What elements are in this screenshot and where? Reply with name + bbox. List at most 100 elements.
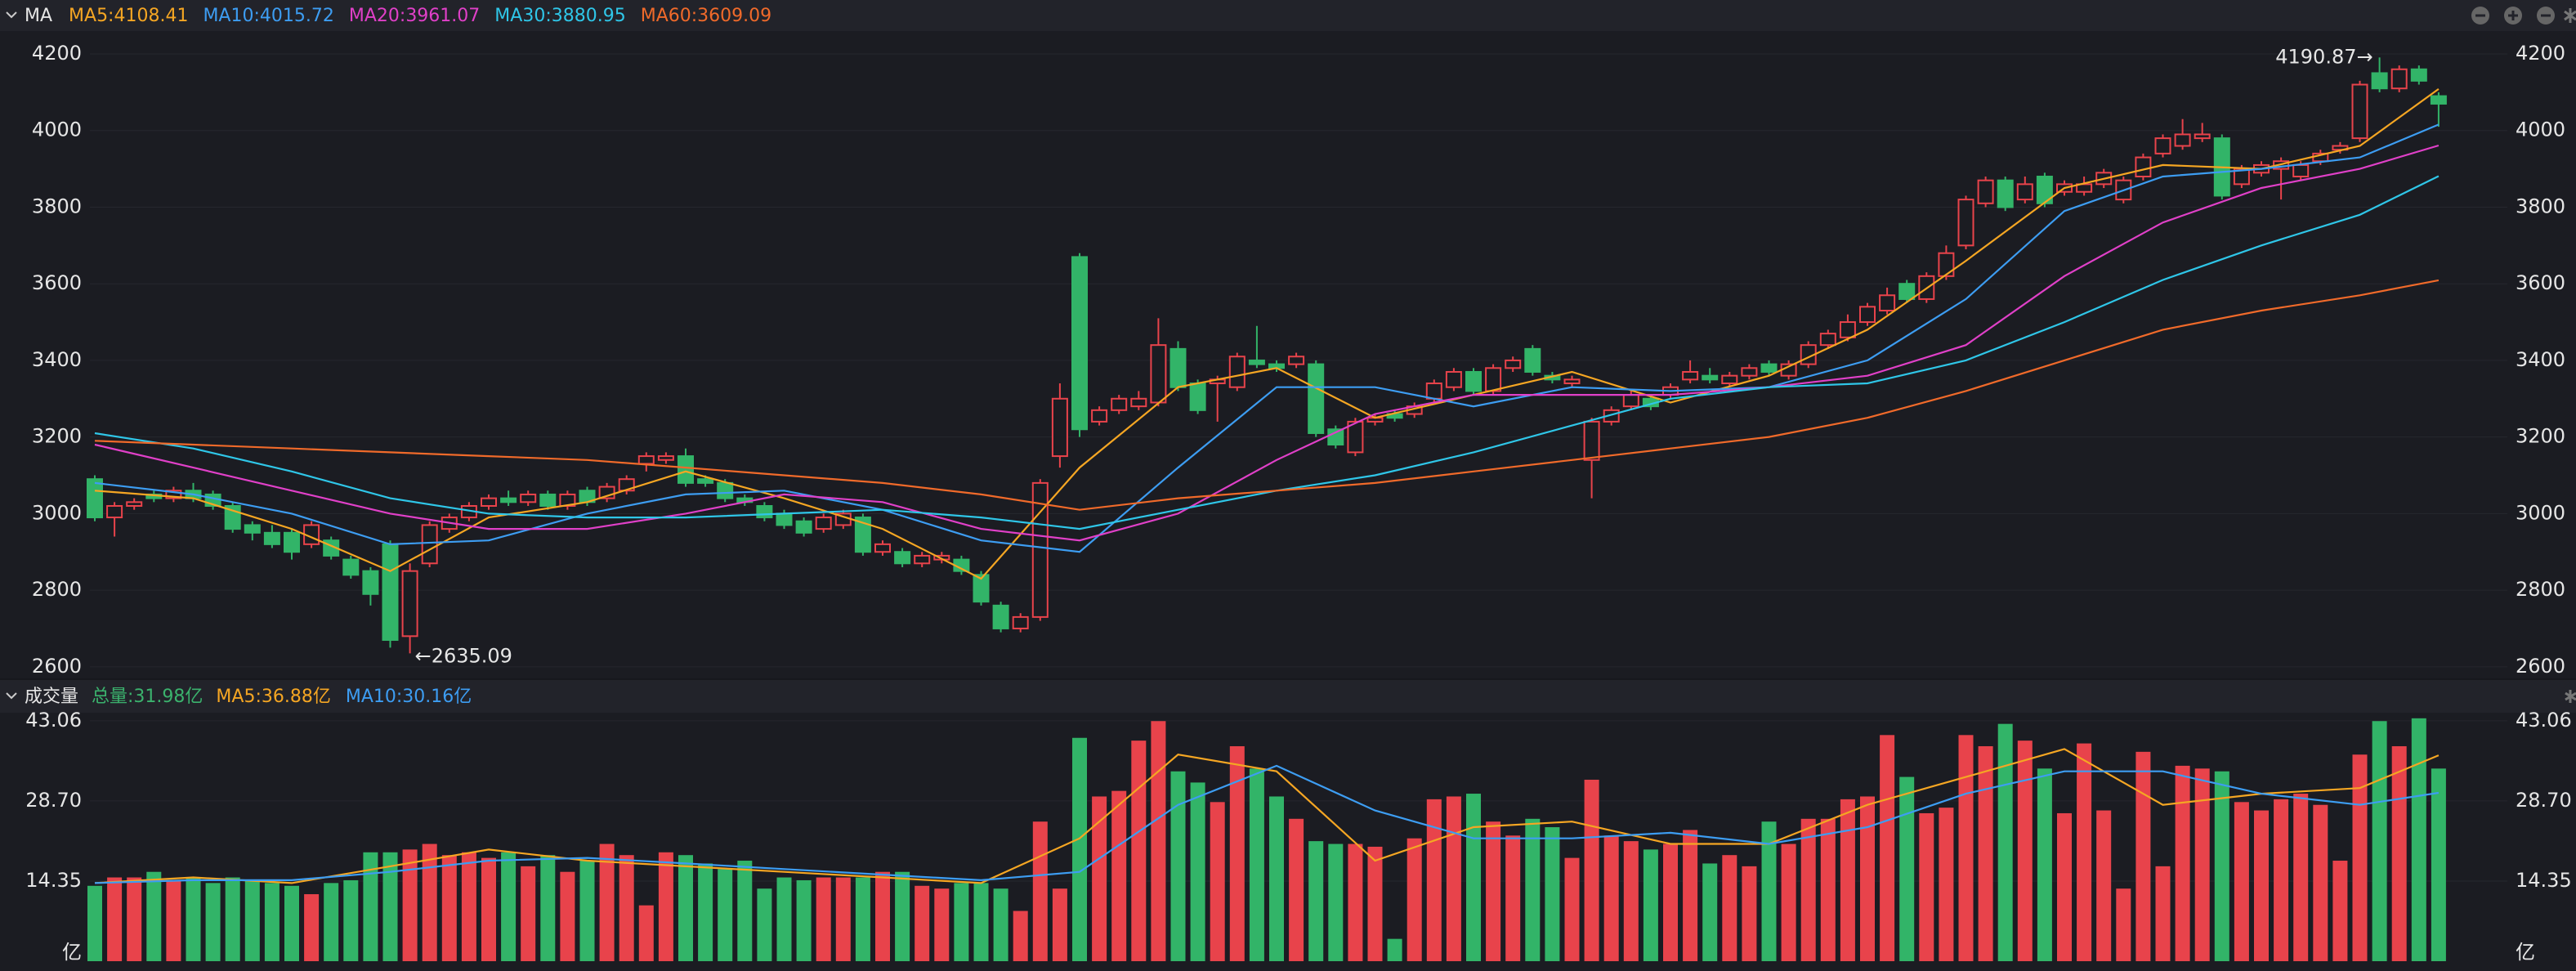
candle [263, 525, 280, 548]
volume-bar [855, 877, 870, 961]
volume-bar [2135, 751, 2151, 961]
candle-body [2292, 163, 2310, 177]
candle [106, 502, 123, 537]
settings-button[interactable] [2565, 690, 2576, 703]
volume-bar [2313, 804, 2328, 961]
candle-body [165, 490, 182, 499]
volume-bar [1939, 808, 1954, 961]
candle [165, 486, 182, 503]
volume-bar [757, 888, 772, 961]
volume-bar [934, 888, 950, 961]
candle-body [1130, 397, 1147, 408]
candle-body [1879, 294, 1896, 311]
volume-bar [1603, 835, 1619, 961]
candle [284, 529, 300, 560]
y-tick-label: 14.35 [2516, 869, 2572, 892]
candle [1938, 245, 1955, 280]
volume-bar [1190, 782, 1205, 961]
candle-body [2016, 183, 2033, 201]
candle-body [1563, 378, 1581, 385]
candle-body [776, 512, 793, 526]
candle [244, 521, 261, 541]
candle [1327, 425, 1344, 449]
volume-bar [1643, 849, 1658, 961]
candle [1012, 613, 1029, 633]
candle-body [1248, 359, 1265, 365]
legend-entry: MA10:4015.72 [203, 6, 333, 26]
volume-bar [1899, 776, 1915, 961]
candle-body [382, 543, 399, 642]
volume-bar [599, 843, 615, 961]
candle-body [87, 478, 103, 519]
volume-bar [658, 852, 673, 961]
volume-bar [1013, 911, 1028, 961]
volume-bar [166, 879, 181, 961]
volume-bar [225, 877, 240, 961]
candle [1682, 360, 1699, 384]
candle-body [1228, 356, 1246, 388]
candle-body [1524, 347, 1541, 373]
volume-bar [638, 905, 654, 961]
volume-bar [698, 863, 713, 961]
candle [1898, 280, 1916, 303]
candle [2174, 119, 2191, 150]
collapse-icon[interactable] [6, 692, 17, 700]
y-tick-label: 3200 [32, 425, 82, 448]
candle-body [795, 520, 812, 534]
candle [1977, 176, 1994, 208]
volume-bar [1978, 745, 1993, 961]
ma-line [94, 279, 2440, 511]
candle [1524, 345, 1541, 376]
volume-bar [915, 885, 930, 961]
candle-body [1012, 615, 1029, 629]
y-tick-label: 14.35 [25, 869, 82, 892]
ma-line [94, 764, 2440, 884]
candle-body [342, 558, 360, 576]
y-tick-label: 3600 [32, 271, 82, 294]
volume-bar [324, 883, 339, 961]
candle [815, 513, 832, 533]
volume-bar [816, 877, 831, 961]
volume-bar [1328, 843, 1344, 961]
volume-bar [2037, 768, 2052, 961]
price-pane [0, 31, 2576, 678]
y-unit-label: 亿 [62, 941, 82, 964]
candle [1997, 176, 2014, 212]
volume-bar [402, 849, 418, 961]
volume-bar [244, 879, 260, 961]
volume-bar [895, 871, 910, 961]
candle [1288, 352, 1305, 369]
volume-bar [1072, 737, 1087, 961]
volume-bar [127, 877, 142, 961]
candle [342, 555, 360, 579]
collapse-icon[interactable] [6, 11, 17, 19]
volume-bar [973, 883, 989, 961]
volume-bar [1348, 843, 1363, 961]
candle-body [1051, 397, 1068, 458]
volume-bar [422, 843, 437, 961]
y-tick-label: 3000 [2516, 501, 2565, 524]
volume-bar [993, 888, 1008, 961]
ma-line [94, 88, 2440, 580]
candle [795, 517, 812, 537]
volume-bar [1820, 818, 1836, 961]
volume-bar [954, 883, 969, 961]
candle-body [1898, 283, 1916, 300]
volume-bar [619, 855, 634, 961]
y-tick-label: 43.06 [2516, 709, 2572, 732]
candle [657, 452, 674, 464]
settings-button[interactable] [2564, 8, 2576, 23]
candle [1169, 341, 1187, 392]
volume-total: 总量:31.98亿 [92, 687, 203, 707]
volume-bar [1683, 830, 1698, 961]
min-annotation: ←2635.09 [415, 644, 512, 667]
candle-body [717, 481, 734, 499]
volume-bar [481, 857, 496, 961]
y-tick-label: 2800 [2516, 578, 2565, 601]
volume-bar [1702, 863, 1718, 961]
candle [854, 513, 871, 556]
volume-bar [284, 885, 299, 961]
candle-body [1957, 199, 1974, 247]
candle-body [914, 554, 931, 565]
candle [1248, 325, 1265, 369]
